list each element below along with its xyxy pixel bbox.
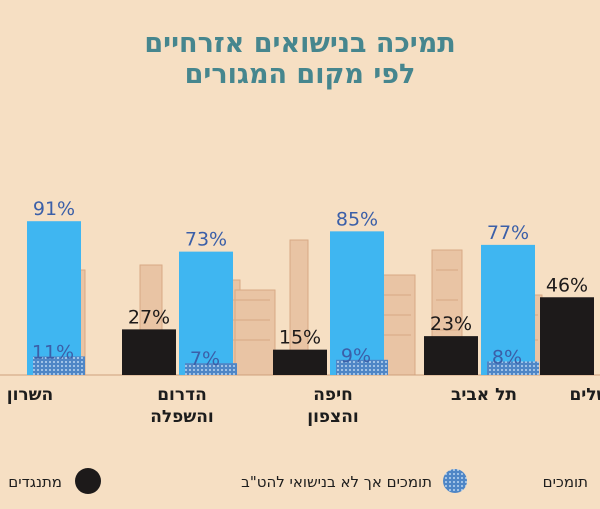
value-label-support-not-lgbt-3: 8% xyxy=(492,346,522,368)
value-label-support-not-lgbt-2: 9% xyxy=(341,345,371,367)
bar-support-not-lgbt-0 xyxy=(33,356,85,375)
value-label-opposed-2: 15% xyxy=(279,327,321,349)
bar-support-0 xyxy=(27,221,81,375)
legend-swatch-opposed xyxy=(75,468,101,494)
category-label-4-line-0: ירושלים xyxy=(569,385,600,405)
chart-title-line-1: תמיכה בנישואים אזרחיים xyxy=(144,28,455,59)
category-label-2-line-1: והצפון xyxy=(307,407,358,427)
bar-support-3 xyxy=(481,244,535,375)
category-label-3-line-0: תל אביב xyxy=(451,385,517,405)
bar-support-1 xyxy=(179,251,233,375)
value-labels-layer: 91% 11% 73% 7% 27% 85% 9% 15% 77% 8% 23% 46% xyxy=(32,198,588,370)
bar-support-not-lgbt-3 xyxy=(487,361,539,375)
bar-support-2 xyxy=(330,231,384,375)
value-label-opposed-3: 23% xyxy=(430,313,472,335)
legend-label-opposed: מתנגדים xyxy=(8,473,62,491)
bar-opposed-4 xyxy=(540,297,594,375)
legend-label-support: תומכים xyxy=(543,473,588,491)
category-label-1-line-1: והשפלה xyxy=(150,407,214,427)
legend: מתנגדים תומכים אך לא בנישואי להט"ב תומכי… xyxy=(8,468,588,494)
value-label-opposed-1: 27% xyxy=(128,306,170,328)
bar-opposed-3 xyxy=(424,336,478,375)
value-label-support-not-lgbt-0: 11% xyxy=(32,341,74,363)
legend-swatch-support-not-lgbt xyxy=(443,469,467,493)
value-label-opposed-4: 46% xyxy=(546,274,588,296)
bar-opposed-2 xyxy=(273,349,327,375)
chart-title-line-2: לפי מקום המגורים xyxy=(185,59,416,90)
category-label-1-line-0: הדרום xyxy=(157,385,207,405)
value-label-support-3: 77% xyxy=(487,222,529,244)
bar-opposed-1 xyxy=(122,329,176,375)
value-label-support-1: 73% xyxy=(185,229,227,251)
value-label-support-not-lgbt-1: 7% xyxy=(190,348,220,370)
legend-label-support-not-lgbt: תומכים אך לא בנישואי להט"ב xyxy=(241,473,432,491)
category-label-2-line-0: חיפה xyxy=(313,385,353,405)
bar-support-not-lgbt-1 xyxy=(185,363,237,375)
bars-layer xyxy=(27,221,594,375)
bar-support-not-lgbt-2 xyxy=(336,359,388,375)
category-label-0-line-0: השרון xyxy=(7,385,53,405)
value-label-support-0: 91% xyxy=(33,198,75,220)
value-label-support-2: 85% xyxy=(336,208,378,230)
